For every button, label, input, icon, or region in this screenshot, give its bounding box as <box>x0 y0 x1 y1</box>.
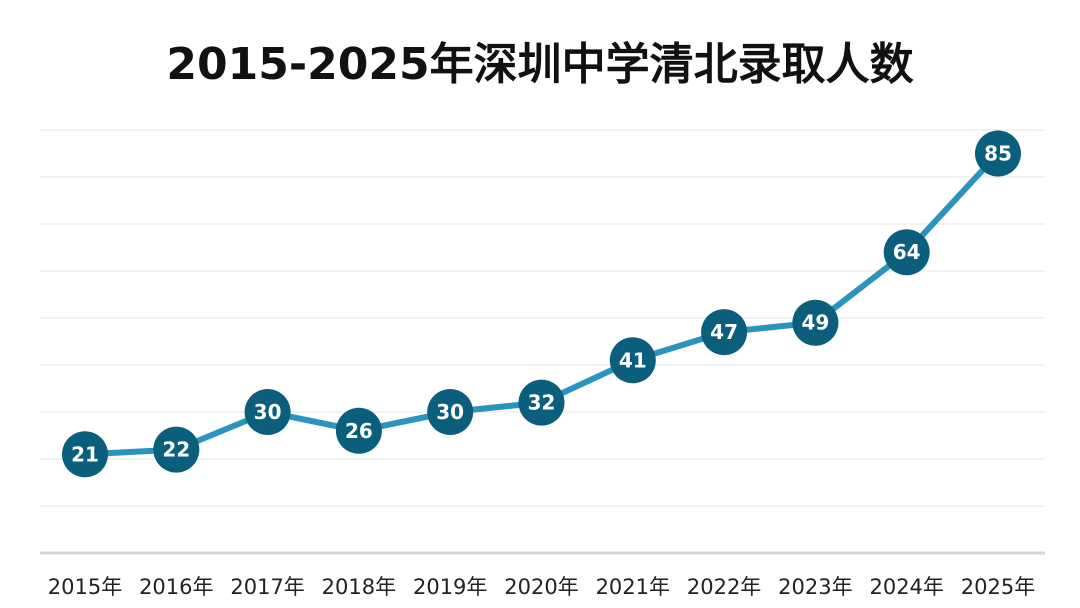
gridlines <box>40 129 1045 555</box>
data-label: 22 <box>162 438 190 462</box>
x-tick-label: 2024年 <box>869 575 943 599</box>
chart-title: 2015-2025年深圳中学清北录取人数 <box>166 39 914 90</box>
x-tick-label: 2018年 <box>322 575 396 599</box>
data-label: 85 <box>984 142 1012 166</box>
data-point <box>244 389 291 435</box>
data-label: 32 <box>528 391 556 415</box>
x-tick-label: 2025年 <box>961 575 1035 599</box>
data-label: 30 <box>254 400 282 424</box>
x-tick-label: 2015年 <box>48 575 122 599</box>
data-point <box>335 407 382 454</box>
data-points: 21 22 30 26 30 32 41 47 49 64 85 <box>62 130 1021 478</box>
data-point <box>792 299 839 346</box>
x-axis-ticks: 2015年 2016年 2017年 2018年 2019年 2020年 2021年 2022年… <box>48 575 1035 599</box>
x-tick-label: 2022年 <box>687 575 761 599</box>
data-label: 49 <box>801 311 829 335</box>
x-tick-label: 2019年 <box>413 575 487 599</box>
data-label: 64 <box>893 240 921 264</box>
data-point <box>883 229 930 276</box>
data-label: 47 <box>710 320 738 344</box>
data-point <box>609 337 656 384</box>
data-label: 41 <box>619 348 647 372</box>
data-label: 30 <box>436 400 464 424</box>
data-label: 26 <box>345 419 373 443</box>
data-point <box>701 309 748 356</box>
x-tick-label: 2021年 <box>596 575 670 599</box>
x-tick-label: 2020年 <box>504 575 578 599</box>
data-point <box>153 426 200 473</box>
data-point <box>518 379 565 426</box>
x-tick-label: 2017年 <box>230 575 304 599</box>
x-tick-label: 2016年 <box>139 575 213 599</box>
data-point <box>975 130 1021 177</box>
data-point <box>62 431 108 478</box>
data-point <box>427 389 474 435</box>
x-tick-label: 2023年 <box>778 575 852 599</box>
data-label: 21 <box>71 442 99 466</box>
